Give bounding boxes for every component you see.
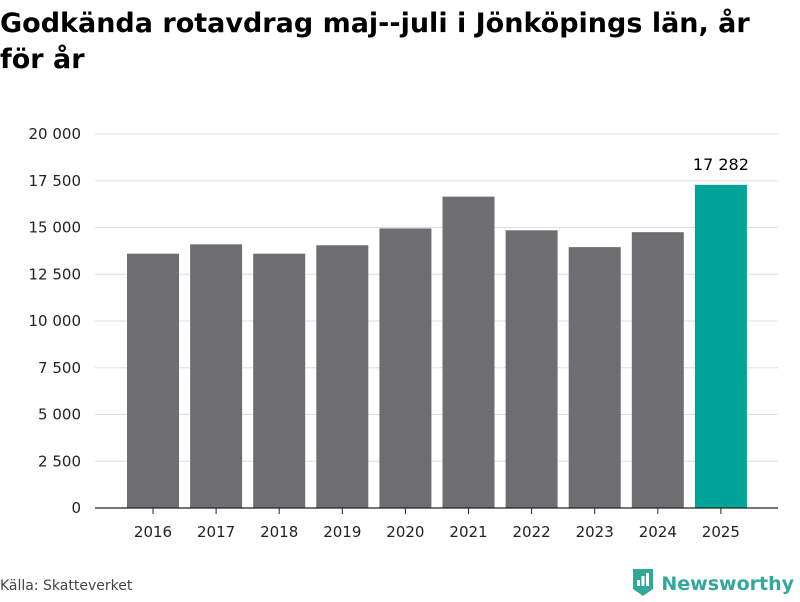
- bar-chart-logo-icon: [631, 567, 655, 602]
- source-note: Källa: Skatteverket: [0, 578, 133, 594]
- x-tick-label-2023: 2023: [576, 523, 614, 541]
- x-tick-label-2024: 2024: [639, 523, 677, 541]
- y-tick-label: 7 500: [38, 359, 81, 377]
- x-axis-ticks: 2016 2017 2018 2019 2020 2021 2022 2023 2024 2025: [134, 508, 740, 541]
- bar-2020: [379, 228, 432, 508]
- y-tick-label: 20 000: [29, 125, 82, 143]
- y-axis-ticks: 0 2 500 5 000 7 500 10 000 12 500 15 000 17 500…: [29, 125, 82, 517]
- bar-2024: [631, 232, 684, 509]
- bars: [127, 184, 747, 509]
- brand-logo[interactable]: Newsworthy: [631, 568, 794, 600]
- y-tick-label: 5 000: [38, 406, 81, 424]
- bar-2022: [505, 230, 558, 508]
- bar-2017: [190, 244, 243, 508]
- x-tick-label-2021: 2021: [449, 523, 487, 541]
- x-tick-label-2020: 2020: [386, 523, 424, 541]
- brand-name: Newsworthy: [661, 573, 794, 595]
- y-tick-label: 2 500: [38, 452, 81, 470]
- bar-2018: [253, 253, 306, 508]
- data-labels: 17 282: [693, 155, 749, 174]
- chart-title: Godkända rotavdrag maj--juli i Jönköping…: [0, 8, 750, 75]
- y-tick-label: 12 500: [29, 265, 82, 283]
- y-tick-label: 0: [71, 499, 81, 517]
- bar-chart: 0 2 500 5 000 7 500 10 000 12 500 15 000 17 500…: [29, 125, 778, 541]
- x-tick-label-2025: 2025: [702, 523, 740, 541]
- x-tick-label-2017: 2017: [197, 523, 235, 541]
- bar-2023: [568, 247, 621, 508]
- x-tick-label-2016: 2016: [134, 523, 172, 541]
- bar-2016: [127, 253, 179, 508]
- bar-2019: [316, 245, 369, 508]
- y-tick-label: 15 000: [29, 219, 82, 237]
- bar-2025: [694, 184, 747, 508]
- y-tick-label: 17 500: [29, 172, 82, 190]
- x-tick-label-2018: 2018: [260, 523, 298, 541]
- y-tick-label: 10 000: [29, 312, 82, 330]
- bar-2021: [442, 196, 495, 508]
- x-tick-label-2019: 2019: [323, 523, 361, 541]
- data-label: 17 282: [693, 155, 749, 174]
- x-tick-label-2022: 2022: [513, 523, 551, 541]
